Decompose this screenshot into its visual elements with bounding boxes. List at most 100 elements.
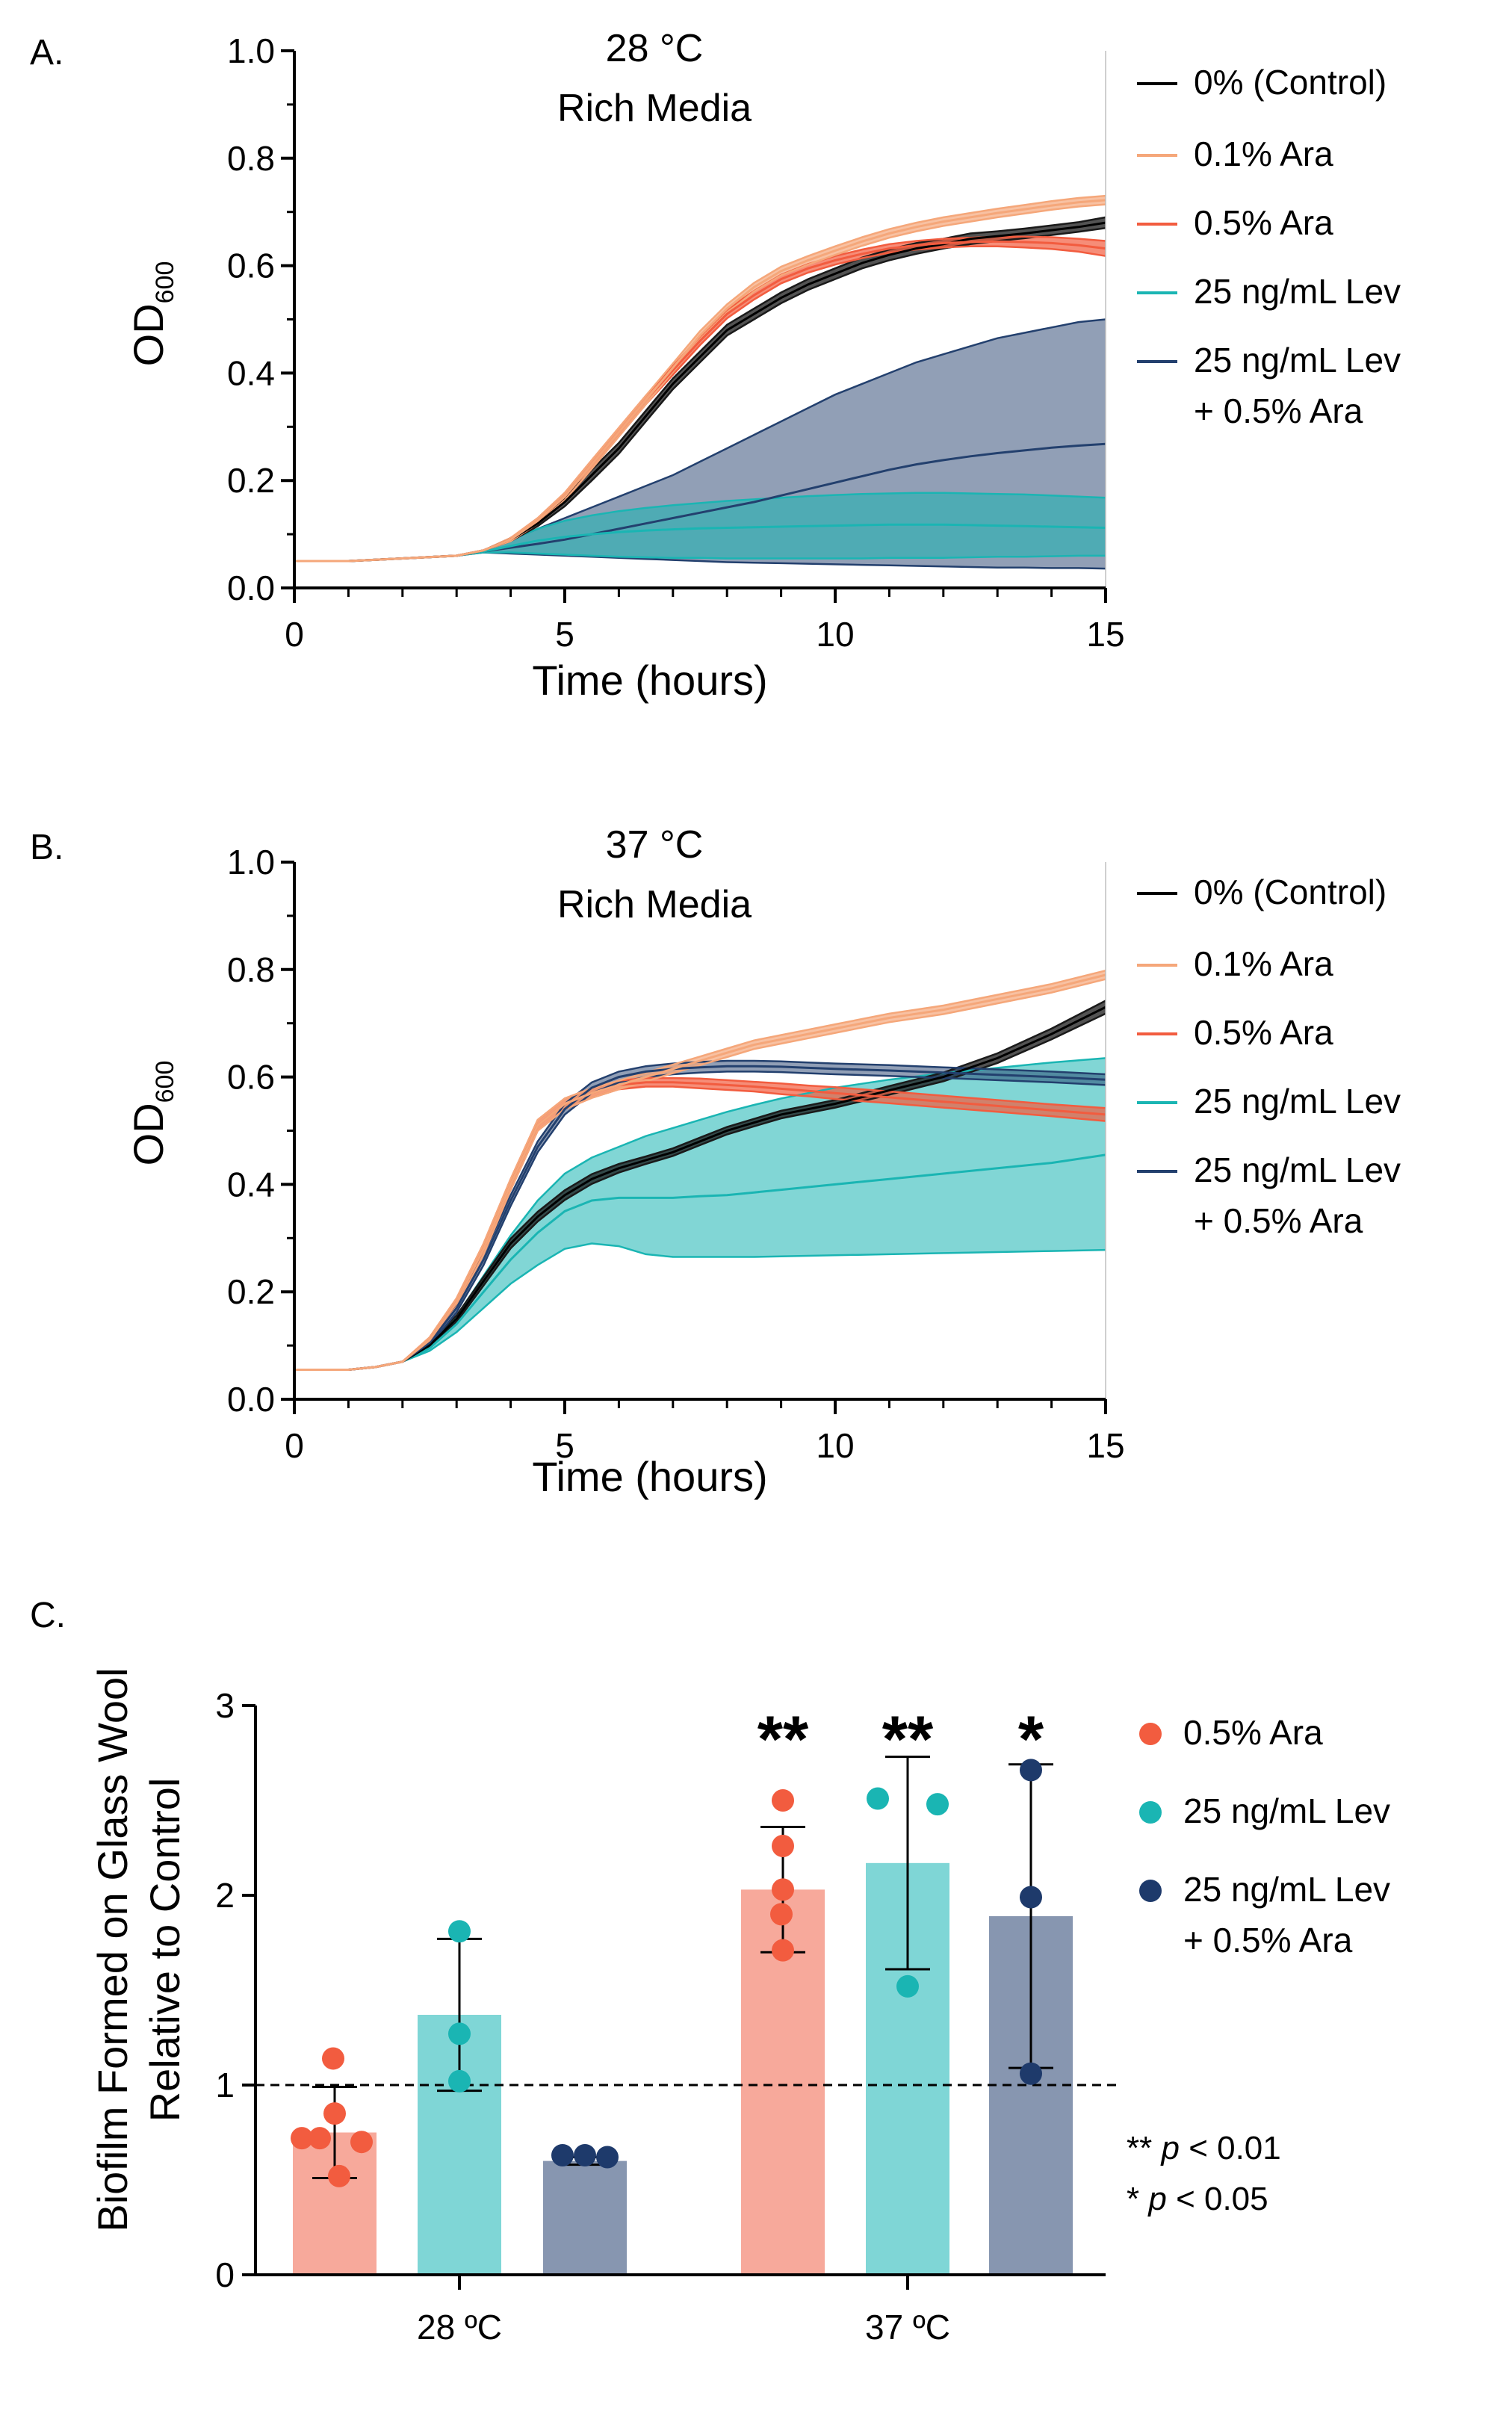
panel-a-ytick-label-4: 0.8 [227,139,275,178]
panel-b-label: B. [30,828,63,867]
panel-a-legend-label-levara-line-1: + 0.5% Ara [1194,391,1363,430]
point-levara-0-1 [574,2143,596,2166]
panel-a-lower-lev [294,551,1106,563]
panel-c-ylabel-line2: Relative to Control [141,1778,188,2122]
panel-b-ytick-label-0: 0.0 [227,1380,275,1419]
panel-a-xlabel: Time (hours) [532,657,767,704]
point-lev-0-1 [448,2022,471,2045]
panel-b-legend-label-lev: 25 ng/mL Lev [1194,1082,1401,1121]
panel-b-legend-label-ara05-line-0: 0.5% Ara [1194,1013,1333,1052]
panel-b-ytick-label-1: 0.2 [227,1272,275,1311]
panel-b: B. 37 °C Rich Media 0.0 0.2 0.4 0.6 0.8 1.0 0 5… [30,823,1401,1500]
panel-b-legend-label-ara01: 0.1% Ara [1194,944,1333,983]
panel-a-legend-label-ara01-line-0: 0.1% Ara [1194,134,1333,173]
panel-c-category-label-0: 28 ºC [417,2308,502,2347]
panel-c-legend-label-levara-line-0: 25 ng/mL Lev [1183,1870,1390,1909]
panel-a-ytick-label-2: 0.4 [227,353,275,392]
panel-a-subtitle: Rich Media [557,87,752,130]
p-value-notes: ** p < 0.01 * p < 0.05 [1127,2130,1281,2217]
panel-a-legend-label-ara05: 0.5% Ara [1194,203,1333,242]
panel-a-legend-label-levara: 25 ng/mL Lev + 0.5% Ara [1194,341,1401,430]
point-lev-1-2 [896,1974,919,1998]
panel-c-legend-label-ara-line-0: 0.5% Ara [1183,1713,1323,1752]
panel-c: C. Biofilm Formed on Glass Wool Relative… [30,1596,1390,2347]
panel-a-legend-label-lev: 25 ng/mL Lev [1194,272,1401,311]
panel-b-line-lev [294,1153,1106,1371]
panel-b-lines [294,969,1106,1371]
panel-c-legend-dot-ara [1139,1723,1162,1745]
point-ara-1-1 [772,1834,794,1857]
panel-a-ytick-label-5: 1.0 [227,31,275,70]
panel-c-legend-label-levara-line-1: + 0.5% Ara [1183,1921,1353,1960]
point-ara-0-4 [309,2127,331,2150]
panel-a-legend-label-levara-line-0: 25 ng/mL Lev [1194,341,1401,380]
point-lev-0-0 [448,1920,471,1943]
panel-b-ytick-label-5: 1.0 [227,843,275,882]
panel-b-line-ara01 [294,973,1106,1371]
panel-c-legend-label-ara: 0.5% Ara [1183,1713,1323,1752]
panel-a-legend-label-control: 0% (Control) [1194,63,1386,102]
panel-a-band-lev [294,492,1106,561]
panel-c-bars: ** ** * [255,1702,1121,2275]
panel-a-axes: 0.0 0.2 0.4 0.6 0.8 1.0 0 5 10 15 [227,31,1125,654]
panel-b-legend-label-levara-line-1: + 0.5% Ara [1194,1201,1363,1240]
point-levara-1-2 [1020,2062,1042,2085]
panel-b-legend-label-ara05: 0.5% Ara [1194,1013,1333,1052]
point-lev-1-1 [926,1793,949,1816]
point-lev-1-0 [867,1787,889,1810]
panel-c-ytick-label-1: 1 [215,2066,235,2104]
point-ara-0-2 [291,2127,313,2150]
panel-a-title: 28 °C [606,27,704,70]
panel-c-legend-label-lev-line-0: 25 ng/mL Lev [1183,1791,1390,1830]
panel-c-legend-dot-levara [1139,1880,1162,1902]
panel-c-category-label-1: 37 ºC [865,2308,950,2347]
panel-a-ylabel-sub: 600 [151,261,179,304]
bar-levara-0 [543,2160,627,2275]
point-ara-1-0 [772,1789,794,1812]
panel-a-lines [294,194,1106,570]
panel-b-ylabel-sub: 600 [151,1061,179,1103]
panel-c-legend-label-levara: 25 ng/mL Lev + 0.5% Ara [1183,1870,1390,1960]
panel-b-ytick-label-2: 0.4 [227,1165,275,1204]
significance-lev-1: ** [882,1702,934,1776]
panel-a: A. 28 °C Rich Media 0.0 0.2 0.4 0.6 0.8 1.0 0 5… [30,27,1401,704]
p-note-1-p: p [1159,2130,1179,2166]
p-value-note-1: ** p < 0.01 [1127,2130,1281,2166]
panel-b-title: 37 °C [606,823,704,867]
panel-c-ytick-label-3: 3 [215,1686,235,1725]
panel-a-ytick-label-1: 0.2 [227,461,275,500]
point-ara-0-5 [328,2164,350,2187]
panel-b-lower-lev [294,1242,1106,1371]
p-note-2-rest: < 0.05 [1167,2181,1268,2217]
p-value-note-2: * p < 0.05 [1127,2181,1268,2217]
panel-a-ytick-label-0: 0.0 [227,569,275,607]
panel-a-bands [294,196,1106,569]
point-ara-0-3 [350,2131,373,2154]
panel-b-subtitle: Rich Media [557,883,752,926]
panel-a-ylabel-main: OD [125,303,172,366]
point-levara-1-0 [1020,1759,1042,1782]
point-lev-0-2 [448,2069,471,2093]
p-note-1-rest: < 0.01 [1180,2130,1281,2166]
panel-b-legend-label-levara: 25 ng/mL Lev + 0.5% Ara [1194,1150,1401,1240]
point-ara-1-2 [772,1878,794,1901]
panel-b-xtick-label-2: 10 [816,1426,854,1465]
panel-c-ylabel-line1: Biofilm Formed on Glass Wool [89,1667,136,2231]
p-note-2-stars: * [1127,2181,1148,2217]
panel-b-legend-label-control: 0% (Control) [1194,873,1386,911]
panel-c-legend-label-lev: 25 ng/mL Lev [1183,1791,1390,1830]
panel-c-ytick-label-0: 0 [215,2255,235,2294]
significance-ara-1: ** [757,1702,809,1776]
panel-a-legend: 0% (Control) 0.1% Ara 0.5% Ara 25 ng/mL Lev… [1137,63,1401,430]
p-note-2-p: p [1147,2181,1166,2217]
panel-a-xtick-label-1: 5 [555,615,574,654]
panel-b-ylabel: OD600 [125,1061,179,1166]
point-levara-0-0 [551,2143,574,2166]
panel-b-legend-label-levara-line-0: 25 ng/mL Lev [1194,1150,1401,1189]
point-levara-0-2 [596,2146,619,2169]
point-ara-1-4 [772,1939,794,1962]
panel-b-xtick-label-3: 15 [1086,1426,1124,1465]
panel-b-legend-label-control-line-0: 0% (Control) [1194,873,1386,911]
p-note-1-stars: ** [1127,2130,1161,2166]
